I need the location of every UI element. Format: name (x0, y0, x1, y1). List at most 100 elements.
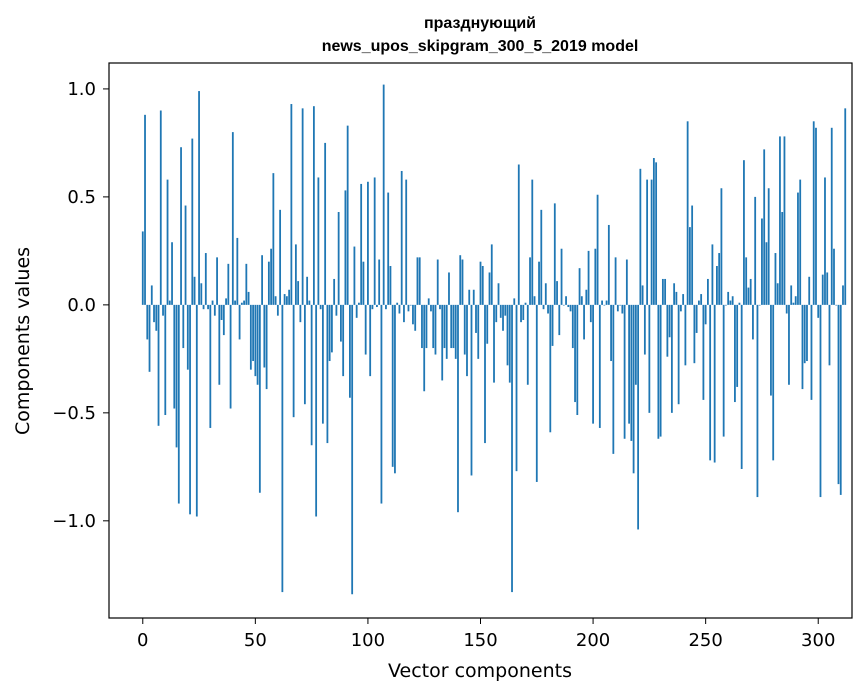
bar (531, 179, 534, 305)
bar (391, 304, 394, 467)
bar (211, 300, 214, 305)
bar (821, 274, 824, 305)
bar (673, 283, 676, 305)
bar (283, 294, 286, 305)
bar (734, 304, 736, 403)
bar (443, 304, 446, 349)
bar (315, 304, 318, 517)
bar (236, 237, 239, 305)
bar (592, 304, 594, 424)
bar (655, 162, 658, 305)
bar (175, 304, 178, 448)
bar (200, 283, 203, 305)
bar (209, 304, 212, 428)
bar (490, 244, 493, 305)
bar (815, 127, 817, 305)
bar (652, 158, 655, 305)
bar (736, 304, 739, 387)
bar (198, 91, 200, 305)
bar (265, 304, 268, 390)
bar (270, 248, 273, 305)
bar (803, 304, 806, 364)
bar (598, 304, 601, 428)
bar (632, 304, 635, 474)
bar (517, 164, 520, 305)
bar (484, 304, 486, 444)
bar (364, 304, 367, 355)
bar (454, 304, 457, 359)
bar (729, 300, 732, 305)
bar (180, 147, 182, 305)
bar (418, 257, 421, 305)
bar (547, 304, 549, 314)
bar (646, 179, 649, 305)
bar (684, 304, 687, 366)
bar (385, 304, 387, 310)
bar (247, 291, 250, 305)
x-axis-label: Vector components (388, 660, 572, 682)
bar (610, 304, 612, 362)
bar (657, 304, 660, 439)
bar (144, 114, 146, 305)
bar (693, 304, 696, 364)
bar (738, 302, 741, 305)
bar (468, 289, 471, 305)
bar (342, 304, 345, 377)
bar (603, 304, 606, 306)
bar (835, 304, 838, 306)
bar (700, 294, 703, 305)
bar (659, 304, 662, 437)
bar (312, 106, 315, 305)
bar (301, 108, 304, 305)
bar (240, 302, 243, 305)
bar (520, 304, 522, 323)
bar (794, 296, 797, 305)
bar (423, 304, 426, 392)
bar (288, 289, 291, 305)
bar (675, 291, 678, 305)
bar (565, 296, 567, 305)
bar (207, 304, 209, 310)
bar (351, 304, 354, 595)
bar (790, 285, 793, 305)
bar (765, 242, 768, 305)
bar (227, 263, 230, 305)
bar (326, 304, 329, 444)
bar (403, 304, 405, 323)
bar (405, 179, 408, 305)
bar (373, 177, 376, 305)
bar (625, 259, 628, 305)
bar (378, 259, 381, 305)
bar (679, 304, 682, 312)
bar (195, 304, 198, 517)
x-tick-label: 150 (463, 630, 497, 651)
bar (704, 304, 707, 325)
bar (272, 173, 275, 305)
bar (650, 179, 653, 305)
bar (562, 304, 565, 306)
bar (785, 304, 788, 314)
bar (274, 296, 277, 305)
bar (601, 300, 603, 305)
bar (661, 278, 664, 305)
bar (267, 261, 270, 305)
bar (256, 304, 259, 385)
bar (842, 285, 844, 305)
bar (297, 281, 300, 305)
bar (439, 304, 441, 310)
bar (553, 203, 556, 305)
bar (479, 261, 482, 305)
bar (605, 300, 608, 305)
bar (182, 304, 185, 349)
bar (810, 304, 813, 400)
bar (549, 304, 552, 433)
bar (833, 248, 835, 305)
bar (749, 278, 752, 305)
bar (839, 304, 842, 495)
bar (346, 125, 349, 305)
x-tick-label: 250 (688, 630, 722, 651)
bar (535, 304, 538, 482)
bar (303, 304, 306, 405)
bar (648, 304, 651, 413)
